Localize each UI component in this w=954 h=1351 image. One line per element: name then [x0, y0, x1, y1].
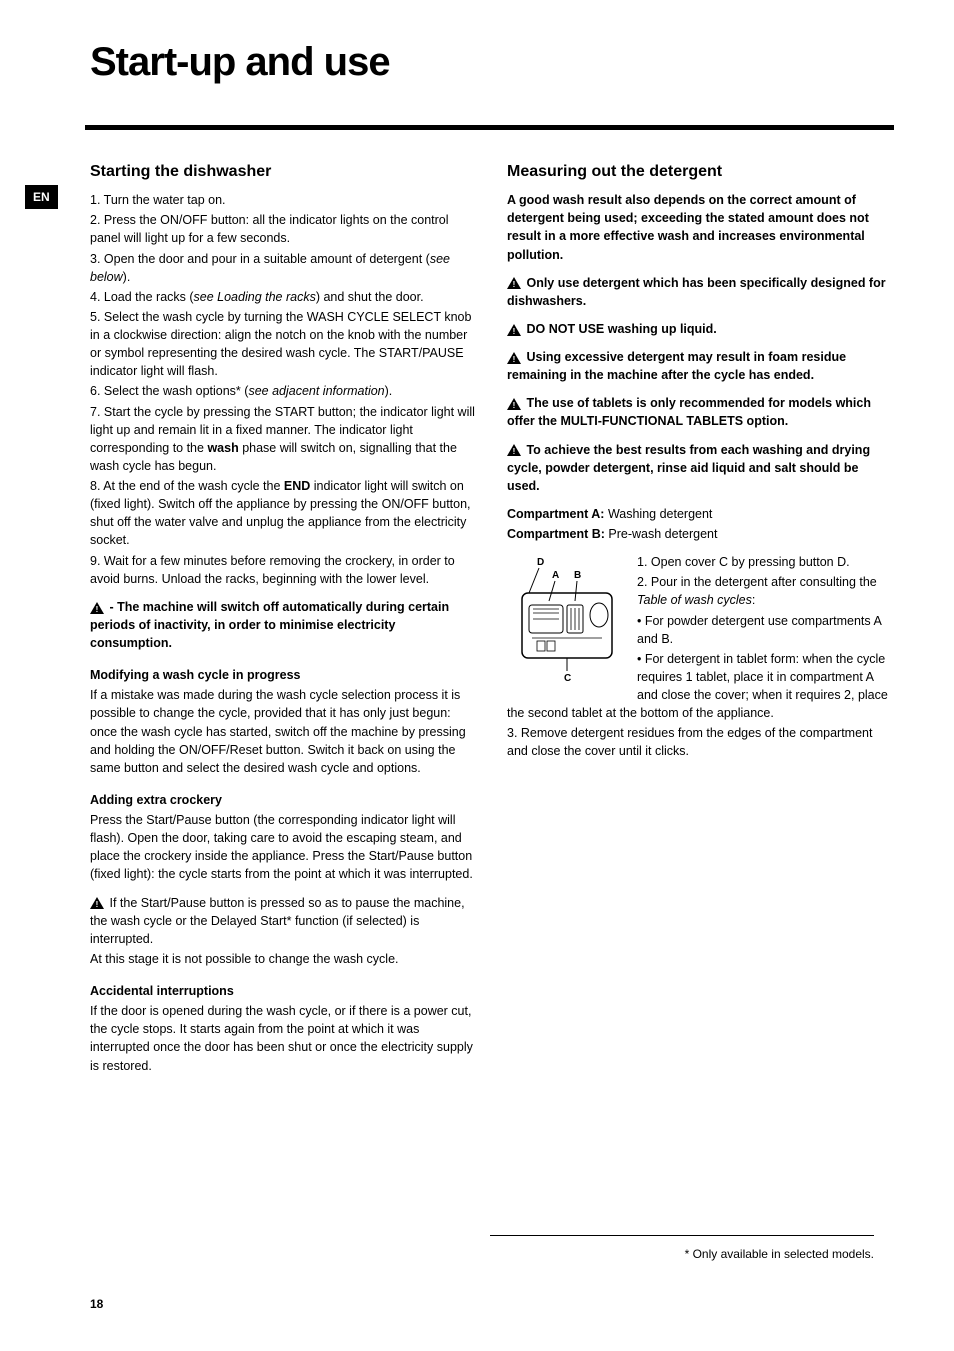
pause-note: ! If the Start/Pause button is pressed s… [90, 894, 477, 948]
adding-text: Press the Start/Pause button (the corres… [90, 811, 477, 884]
step-1: 1. Turn the water tap on. [90, 191, 477, 209]
svg-text:!: ! [513, 327, 516, 336]
right-column: Measuring out the detergent A good wash … [507, 160, 894, 1077]
step-2: 2. Press the ON/OFF button: all the indi… [90, 211, 477, 247]
warning-icon: ! [507, 398, 521, 410]
footnote: * Only available in selected models. [685, 1247, 874, 1261]
detergent-intro: A good wash result also depends on the c… [507, 191, 894, 264]
warn-best-results: ! To achieve the best results from each … [507, 441, 894, 495]
warning-icon: ! [507, 277, 521, 289]
accidental-heading: Accidental interruptions [90, 982, 477, 1000]
warn-tablets: ! The use of tablets is only recommended… [507, 394, 894, 430]
title-divider [85, 125, 894, 130]
auto-off-note: ! - The machine will switch off automati… [90, 598, 477, 652]
step-4: 4. Load the racks (see Loading the racks… [90, 288, 477, 306]
modify-heading: Modifying a wash cycle in progress [90, 666, 477, 684]
step-7: 7. Start the cycle by pressing the START… [90, 403, 477, 476]
warn-specific-detergent: ! Only use detergent which has been spec… [507, 274, 894, 310]
modify-text: If a mistake was made during the wash cy… [90, 686, 477, 777]
svg-text:D: D [537, 557, 544, 568]
measuring-heading: Measuring out the detergent [507, 160, 894, 183]
compartment-b: Compartment B: Pre-wash detergent [507, 525, 894, 543]
warn-no-liquid: ! DO NOT USE washing up liquid. [507, 320, 894, 338]
detergent-compartment-figure: D A B [507, 553, 627, 683]
warning-icon: ! [507, 324, 521, 336]
step-6: 6. Select the wash options* (see adjacen… [90, 382, 477, 400]
svg-text:!: ! [513, 447, 516, 456]
svg-text:B: B [574, 570, 581, 581]
warn-excessive: ! Using excessive detergent may result i… [507, 348, 894, 384]
step-8: 8. At the end of the wash cycle the END … [90, 477, 477, 550]
step-9: 9. Wait for a few minutes before removin… [90, 552, 477, 588]
svg-text:!: ! [513, 401, 516, 410]
compartment-a: Compartment A: Washing detergent [507, 505, 894, 523]
step-3: 3. Open the door and pour in a suitable … [90, 250, 477, 286]
warning-icon: ! [90, 602, 104, 614]
page-number: 18 [90, 1297, 103, 1311]
warning-icon: ! [507, 444, 521, 456]
step-5: 5. Select the wash cycle by turning the … [90, 308, 477, 381]
detergent-instructions: D A B [507, 553, 894, 724]
svg-text:!: ! [96, 605, 99, 614]
left-column: Starting the dishwasher 1. Turn the wate… [90, 160, 477, 1077]
warning-icon: ! [90, 897, 104, 909]
adding-heading: Adding extra crockery [90, 791, 477, 809]
footnote-divider [490, 1235, 874, 1236]
pause-note-2: At this stage it is not possible to chan… [90, 950, 477, 968]
starting-heading: Starting the dishwasher [90, 160, 477, 183]
content-columns: Starting the dishwasher 1. Turn the wate… [90, 160, 894, 1077]
svg-text:!: ! [96, 900, 99, 909]
det-step-3: 3. Remove detergent residues from the ed… [507, 724, 894, 760]
svg-text:!: ! [513, 280, 516, 289]
warning-icon: ! [507, 352, 521, 364]
svg-text:A: A [552, 570, 559, 581]
page-title: Start-up and use [90, 40, 894, 85]
svg-text:C: C [564, 673, 571, 683]
svg-text:!: ! [513, 355, 516, 364]
accidental-text: If the door is opened during the wash cy… [90, 1002, 477, 1075]
language-tab: EN [25, 185, 58, 209]
